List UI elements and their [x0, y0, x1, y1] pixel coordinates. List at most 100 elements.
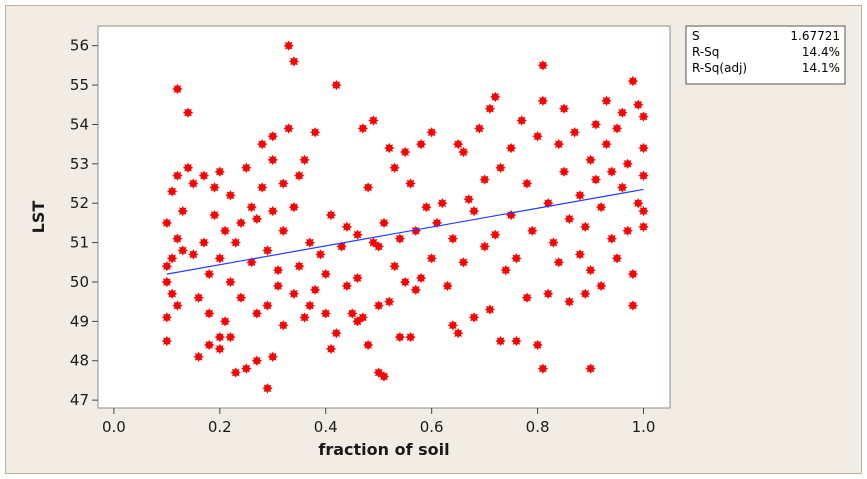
- data-point: [452, 327, 464, 339]
- data-point: [537, 363, 549, 374]
- data-point: [177, 245, 188, 256]
- data-point: [347, 308, 358, 319]
- data-point: [357, 123, 369, 134]
- stats-box-border: [685, 25, 846, 85]
- data-point: [373, 300, 384, 311]
- data-point: [378, 217, 390, 229]
- data-point: [214, 331, 226, 343]
- data-point: [490, 229, 501, 240]
- data-point: [590, 119, 602, 130]
- data-point: [188, 178, 199, 189]
- data-point: [458, 257, 469, 268]
- data-point: [500, 264, 512, 276]
- data-point: [394, 233, 406, 244]
- data-point: [611, 123, 623, 134]
- data-points: [161, 40, 649, 394]
- data-point: [569, 127, 580, 138]
- data-point: [426, 253, 437, 264]
- data-point: [230, 367, 241, 378]
- y-tick-label: 51: [70, 234, 89, 252]
- x-axis: 0.0 0.2 0.4 0.6 0.8 1.0: [102, 408, 655, 436]
- data-point: [267, 131, 278, 142]
- data-point: [267, 205, 278, 217]
- data-point: [204, 339, 215, 351]
- y-tick-label: 52: [70, 194, 89, 212]
- data-point: [405, 178, 416, 189]
- data-point: [484, 304, 496, 315]
- y-tick-label: 54: [70, 115, 89, 133]
- x-tick-label: 0.4: [314, 418, 338, 436]
- data-point: [161, 312, 173, 323]
- data-point: [574, 190, 586, 201]
- data-point: [474, 123, 485, 134]
- data-point: [161, 217, 173, 229]
- data-point: [325, 343, 337, 355]
- data-point: [262, 300, 273, 311]
- data-point: [601, 138, 612, 150]
- data-point: [341, 221, 353, 233]
- data-point: [309, 127, 321, 138]
- data-point: [161, 335, 173, 347]
- data-point: [638, 170, 649, 181]
- data-point: [537, 60, 549, 71]
- data-point: [214, 166, 226, 177]
- y-axis-label: LST: [29, 201, 48, 234]
- data-point: [399, 146, 411, 158]
- data-point: [209, 182, 220, 193]
- data-point: [166, 288, 178, 299]
- data-point: [505, 142, 517, 154]
- data-point: [595, 280, 607, 292]
- data-point: [204, 308, 215, 319]
- data-point: [574, 249, 586, 260]
- data-point: [627, 300, 639, 311]
- data-point: [325, 209, 337, 221]
- data-point: [283, 123, 294, 134]
- data-point: [405, 331, 416, 343]
- data-point: [294, 261, 305, 272]
- stat-value: 1.67721: [790, 29, 840, 43]
- data-point: [458, 146, 469, 158]
- data-point: [193, 351, 204, 362]
- data-point: [447, 233, 459, 244]
- data-point: [511, 335, 522, 347]
- data-point: [606, 233, 617, 244]
- data-point: [166, 253, 178, 264]
- data-point: [362, 339, 374, 351]
- data-point: [415, 138, 427, 150]
- data-point: [447, 320, 459, 331]
- data-point: [204, 268, 215, 280]
- data-point: [267, 351, 278, 362]
- data-point: [161, 261, 173, 272]
- data-point: [468, 312, 480, 323]
- data-point: [633, 99, 644, 110]
- data-point: [288, 288, 300, 299]
- data-point: [193, 292, 204, 303]
- data-point: [601, 95, 612, 107]
- data-point: [553, 138, 564, 150]
- data-point: [267, 154, 278, 166]
- data-point: [278, 320, 289, 331]
- data-point: [299, 312, 310, 323]
- data-point: [532, 131, 543, 142]
- data-point: [309, 284, 321, 296]
- data-point: [611, 253, 623, 264]
- stat-value: 14.1%: [802, 61, 840, 75]
- stat-value: 14.4%: [802, 45, 840, 59]
- data-point: [182, 162, 194, 173]
- data-point: [262, 383, 273, 394]
- data-point: [542, 288, 554, 299]
- data-point: [262, 245, 273, 256]
- y-tick-label: 47: [70, 391, 89, 409]
- data-point: [505, 209, 517, 221]
- data-point: [537, 95, 549, 107]
- data-point: [580, 221, 591, 233]
- data-point: [389, 162, 400, 173]
- data-point: [219, 225, 231, 236]
- x-tick-label: 1.0: [632, 418, 656, 436]
- data-point: [442, 280, 453, 292]
- stat-label: R-Sq: [692, 45, 719, 59]
- data-point: [225, 190, 236, 201]
- data-point: [209, 209, 220, 221]
- data-point: [230, 237, 241, 248]
